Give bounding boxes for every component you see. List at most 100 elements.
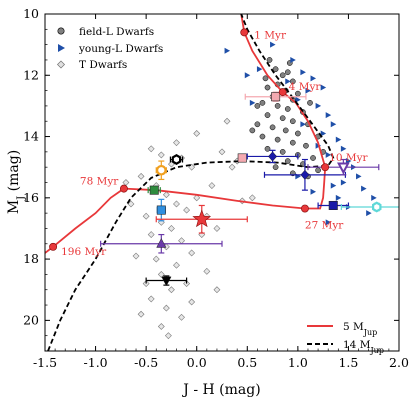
field-l-dwarfs-point [254,121,261,128]
age-marker-dot-1 [278,88,287,97]
t-dwarfs-point [162,191,170,199]
field-l-dwarfs-point [259,133,266,140]
t-dwarfs-point [132,252,140,260]
young-l-dwarfs-point [335,136,342,143]
t-dwarfs-point [188,249,196,257]
field-l-dwarfs-point [264,145,271,152]
young-l-dwarfs-point [290,56,296,63]
t-dwarfs-point [213,225,221,232]
highlighted-object-10 [263,158,346,191]
young-l-dwarfs-point [256,66,263,73]
t-dwarfs-point [157,323,165,330]
age-marker-dot-0 [240,28,249,37]
x-tick-label-1: -1.0 [84,355,108,370]
t-dwarfs-point [168,225,175,232]
object-marker [237,153,247,163]
t-dwarfs-point [218,148,226,156]
field-l-dwarfs-point [262,75,269,82]
young-l-dwarfs-point [305,87,311,94]
young-l-dwarfs-point [325,219,332,226]
t-dwarfs-point [137,310,145,318]
x-axis-title: J - H (mag) [181,382,260,398]
y-axis-title: MJ (mag) [6,150,27,214]
highlighted-object-6 [155,204,248,234]
young-l-dwarfs-point [224,47,231,54]
legend-bottom-right: 5 MJup 14 MJup [307,321,384,355]
t-dwarfs-point [157,151,165,159]
highlighted-object-11 [307,158,380,176]
young-l-dwarfs-point [340,179,347,186]
highlighted-object-2 [169,154,184,165]
legend-label-5mjup: 5 MJup [343,321,377,337]
t-dwarfs-point [178,313,185,321]
t-dwarfs-point [152,255,160,263]
field-l-dwarfs-point [279,115,286,122]
t-dwarfs-point [208,182,216,189]
t-dwarfs-point [248,194,256,202]
y-tick-label-3: 16 [23,190,39,205]
field-l-dwarfs-point [284,158,291,164]
object-marker [192,209,212,228]
object-marker [268,151,278,162]
t-dwarfs-point [193,130,201,137]
highlighted-object-12 [317,200,350,210]
young-l-dwarfs-point [320,84,327,91]
t-dwarfs-point [188,298,196,306]
object-marker [337,162,350,175]
young-l-dwarfs-point [300,69,306,76]
young-l-dwarfs-point [285,78,291,85]
field-l-dwarfs-point [259,99,266,106]
x-tick-label-4: 0.5 [237,355,257,370]
young-l-dwarfs-point [330,121,337,128]
age-marker-dot-3 [300,204,309,213]
highlighted-objects-layer [100,91,399,287]
object-marker [161,276,172,287]
field-l-dwarfs-point [254,103,261,109]
field-l-dwarfs-point [315,167,321,174]
x-tick-label-3: 0.0 [187,355,207,370]
x-tick-label-0: -1.5 [33,355,57,370]
t-dwarfs-point [173,261,180,269]
highlighted-object-7 [237,153,247,163]
y-tick-label-2: 14 [23,129,39,144]
t-dwarfs-point [183,206,191,214]
x-tick-label-7: 2.0 [389,355,409,370]
object-marker [156,238,167,248]
t-dwarfs-point [173,200,180,208]
t-dwarfs-point [173,139,180,147]
field-l-dwarfs-point [307,99,313,106]
young-l-dwarfs-point [361,185,367,192]
highlighted-object-8 [244,91,307,102]
age-marker-dot-5 [49,242,58,251]
young-l-dwarfs-point [340,145,347,152]
field-l-dwarfs-point [279,72,286,79]
t-dwarfs-point [162,304,170,312]
track-14mjup-line [47,14,335,351]
model-tracks-layer [45,14,335,351]
object-marker [271,92,281,102]
legend-top-left: field-L Dwarfs young-L Dwarfs T Dwarfs [57,26,163,71]
field-l-dwarfs-point [282,127,289,134]
field-l-dwarfs-point [266,57,273,63]
field-l-dwarfs-point [310,155,316,161]
highlighted-object-0 [147,185,161,195]
t-dwarfs-point [137,172,145,180]
young-l-dwarfs-point [366,210,372,217]
scatter-layer [122,41,377,340]
t-dwarfs-point [213,286,221,294]
y-tick-label-5: 20 [23,312,39,327]
young-l-dwarfs-point [371,194,377,201]
young-l-dwarfs-point [300,121,306,128]
young-l-dwarfs-point [295,96,301,103]
field-l-dwarfs-point [295,130,301,137]
y-tick-label-1: 12 [23,67,39,82]
young-l-dwarfs-point [330,182,337,189]
age-label-2: 10 Myr [329,152,368,164]
age-label-1: 4 Myr [289,81,322,93]
young-l-dwarfs-point [335,194,342,201]
t-dwarfs-point [164,332,172,340]
object-marker [149,185,159,195]
field-l-dwarfs-point [269,124,276,131]
axis-ticks-layer: -1.5 -1.0 -0.5 0.0 0.5 1.0 1.5 2.0 10 12 14 16 18 20 [23,6,409,370]
highlighted-object-9 [246,149,299,164]
